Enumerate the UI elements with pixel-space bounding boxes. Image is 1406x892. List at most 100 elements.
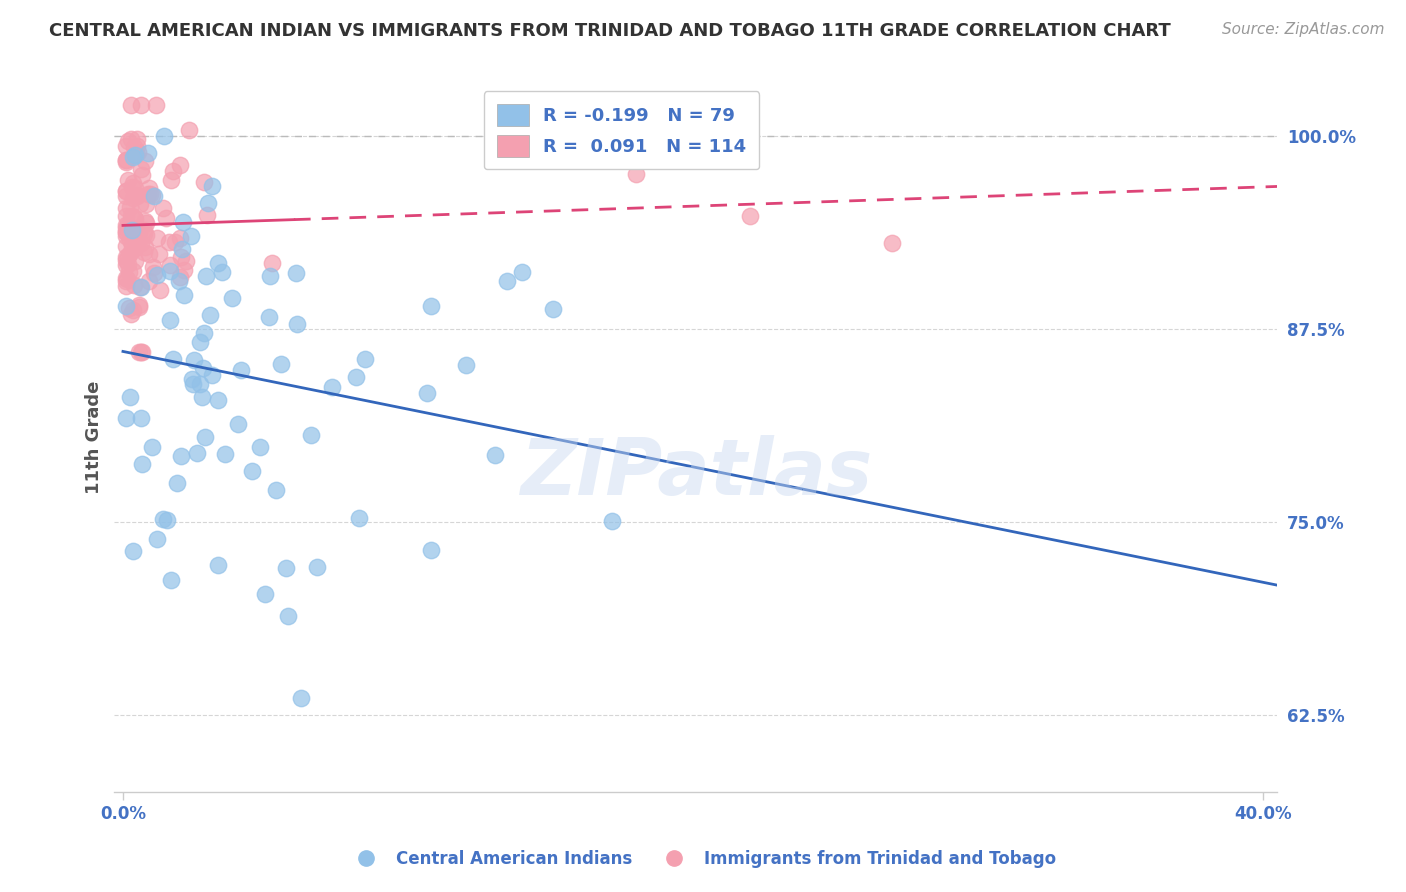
Point (114, 238, 136, 252)
Point (157, 235, 180, 250)
Point (114, 153, 136, 167)
Point (115, 201, 138, 215)
Point (321, 380, 343, 394)
Point (125, 132, 148, 146)
Point (115, 225, 138, 239)
Point (134, 154, 156, 169)
Point (159, 312, 181, 326)
Point (169, 230, 191, 244)
Point (155, 513, 177, 527)
Text: CENTRAL AMERICAN INDIAN VS IMMIGRANTS FROM TRINIDAD AND TOBAGO 11TH GRADE CORREL: CENTRAL AMERICAN INDIAN VS IMMIGRANTS FR… (49, 22, 1171, 40)
Point (183, 353, 205, 368)
Point (135, 228, 157, 243)
Point (170, 450, 193, 464)
Point (134, 240, 156, 254)
Point (172, 242, 194, 256)
Point (122, 192, 145, 206)
Point (114, 184, 136, 198)
Point (160, 573, 183, 587)
Point (114, 274, 136, 288)
Point (207, 558, 229, 572)
Point (201, 179, 224, 194)
Point (191, 390, 214, 404)
Point (142, 260, 165, 274)
Point (166, 475, 188, 490)
Point (114, 253, 136, 268)
Point (120, 307, 142, 321)
Point (124, 230, 146, 244)
Point (114, 219, 136, 233)
Point (114, 138, 136, 153)
Point (124, 187, 146, 202)
Point (138, 274, 160, 288)
Legend: R = -0.199   N = 79, R =  0.091   N = 114: R = -0.199 N = 79, R = 0.091 N = 114 (484, 91, 759, 169)
Point (120, 98, 142, 112)
Point (134, 244, 156, 259)
Point (195, 207, 218, 221)
Point (152, 512, 174, 526)
Point (510, 264, 533, 278)
Point (180, 372, 202, 386)
Point (125, 146, 148, 161)
Point (264, 483, 287, 497)
Point (117, 134, 139, 148)
Point (122, 176, 145, 190)
Point (193, 175, 215, 189)
Point (114, 153, 136, 168)
Point (124, 212, 146, 227)
Point (135, 216, 157, 230)
Legend: Central American Indians, Immigrants from Trinidad and Tobago: Central American Indians, Immigrants fro… (343, 844, 1063, 875)
Point (186, 446, 208, 460)
Point (115, 229, 138, 244)
Point (145, 268, 167, 283)
Point (141, 440, 163, 454)
Point (155, 211, 177, 226)
Text: ZIPatlas: ZIPatlas (520, 434, 872, 510)
Point (496, 274, 519, 288)
Point (277, 608, 299, 623)
Point (114, 221, 136, 235)
Point (145, 231, 167, 245)
Point (118, 200, 141, 214)
Point (165, 235, 187, 250)
Point (484, 448, 506, 462)
Point (167, 274, 190, 288)
Point (456, 358, 478, 372)
Point (120, 233, 142, 247)
Point (129, 280, 152, 294)
Point (114, 299, 136, 313)
Point (114, 271, 136, 285)
Point (120, 132, 142, 146)
Point (221, 291, 243, 305)
Point (129, 280, 152, 294)
Point (131, 457, 153, 471)
Point (114, 225, 136, 239)
Point (121, 223, 143, 237)
Point (124, 148, 146, 162)
Point (114, 279, 136, 293)
Point (299, 428, 322, 442)
Point (136, 186, 159, 201)
Point (169, 158, 191, 172)
Point (159, 264, 181, 278)
Point (122, 543, 145, 558)
Point (121, 150, 143, 164)
Point (129, 162, 152, 177)
Point (307, 560, 329, 574)
Point (148, 247, 170, 261)
Point (143, 266, 166, 280)
Point (195, 269, 218, 284)
Point (169, 269, 191, 284)
Point (127, 189, 149, 203)
Point (122, 278, 145, 293)
Point (152, 202, 174, 216)
Point (183, 377, 205, 392)
Point (129, 345, 152, 359)
Point (197, 196, 219, 211)
Point (145, 98, 167, 112)
Point (120, 222, 142, 236)
Point (160, 172, 183, 186)
Point (121, 180, 143, 194)
Point (191, 361, 214, 376)
Point (114, 154, 136, 169)
